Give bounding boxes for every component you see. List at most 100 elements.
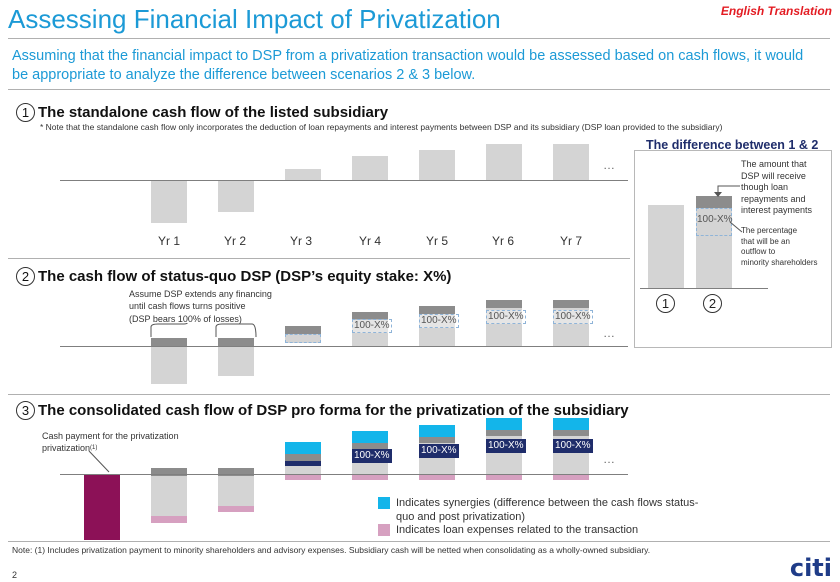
s2-bar1-body — [151, 346, 187, 384]
s1-bar-yr5 — [419, 150, 455, 180]
title-rule — [8, 38, 830, 39]
diff-pct-line: that will be an — [741, 236, 790, 246]
section3-heading: 3 The consolidated cash flow of DSP pro … — [16, 401, 629, 420]
section1-rule — [8, 258, 630, 259]
year-label: Yr 5 — [426, 234, 449, 248]
s3-bar6-minority-label: 100-X% — [419, 444, 459, 458]
diff-pct-pointer-icon — [729, 221, 743, 233]
diff-amount-line: interest payments — [741, 205, 813, 215]
diff-bar-2-loan-segment — [696, 196, 732, 208]
section3-title: The consolidated cash flow of DSP pro fo… — [38, 402, 629, 419]
intro-text: Assuming that the financial impact to DS… — [12, 48, 804, 83]
section3-dots: … — [603, 452, 616, 466]
s3-bar4-loan-expense — [285, 474, 321, 480]
s3-bar4-synergy — [285, 442, 321, 454]
callout-line: until cash flows turns positive — [129, 301, 246, 311]
section2-heading: 2 The cash flow of status-quo DSP (DSP’s… — [16, 267, 451, 286]
legend-loan-swatch — [378, 524, 390, 536]
footer-rule — [8, 541, 830, 542]
section1-number: 1 — [16, 103, 35, 122]
footnote: Note: (1) Includes privatization payment… — [12, 545, 651, 555]
s3-bar3-body — [218, 476, 254, 506]
page-number: 2 — [12, 570, 18, 580]
diff-amount-line: though loan — [741, 182, 789, 192]
s3-bar7-loan-expense — [486, 474, 522, 480]
s2-bar3-loan — [285, 326, 321, 334]
legend-loan: Indicates loan expenses related to the t… — [396, 524, 639, 536]
payment-pointer-icon — [88, 450, 110, 473]
s2-bar4-loan — [352, 312, 388, 320]
diff-pct-line: The percentage — [741, 226, 798, 235]
s3-bar2-loan-expense — [151, 516, 187, 523]
diff-minority-label: 100-X% — [697, 214, 733, 225]
difference-title: The difference between 1 & 2 — [646, 138, 819, 152]
payment-label: Cash payment for the privatization — [42, 431, 179, 441]
s3-bar2-loan — [151, 468, 187, 476]
page-title: Assessing Financial Impact of Privatizat… — [8, 4, 501, 34]
diff-pct-callout: The percentage that will be an outflow t… — [741, 226, 817, 268]
year-label: Yr 6 — [492, 234, 515, 248]
s3-bar8-loan — [553, 430, 589, 436]
diff-amount-line: The amount that — [741, 159, 807, 169]
section2-title: The cash flow of status-quo DSP (DSP’s e… — [38, 268, 452, 285]
s3-bar8-minority-label: 100-X% — [553, 439, 593, 453]
s2-bar4-body — [352, 320, 388, 346]
s2-bar6-body — [486, 308, 522, 346]
s2-bar7-loan — [553, 300, 589, 308]
s3-bar7-minority-label: 100-X% — [486, 439, 526, 453]
diff-amount-line: repayments and — [741, 193, 806, 204]
s2-bar1-loan — [151, 338, 187, 346]
s2-bar6-loan — [486, 300, 522, 308]
callout-line: Assume DSP extends any financing — [129, 289, 272, 299]
s1-bar-yr6 — [486, 144, 522, 180]
year-label: Yr 3 — [290, 234, 313, 248]
year-label: Yr 2 — [224, 234, 247, 248]
s3-bar4-body — [285, 466, 321, 474]
s3-bar6-synergy — [419, 425, 455, 437]
s3-bar3-loan-expense — [218, 506, 254, 512]
diff-pct-line: minority shareholders — [741, 257, 818, 267]
s1-bar-yr4 — [352, 156, 388, 180]
section3-number: 3 — [16, 401, 35, 420]
s1-bar-yr3 — [285, 169, 321, 180]
payment-label-2: privatization — [42, 443, 91, 453]
diff-bar-2 — [696, 236, 732, 288]
s3-bar5-loan-expense — [352, 474, 388, 480]
callout-line: (DSP bears 100% of losses) — [129, 314, 242, 324]
s3-bar2-body — [151, 476, 187, 516]
s3-bar6-loan — [419, 437, 455, 443]
year-label: Yr 4 — [359, 234, 382, 248]
diff-bar-1 — [648, 205, 684, 288]
s2-bar3-minority — [285, 334, 321, 343]
s2-bar2-body — [218, 346, 254, 376]
diff-pct-line: outflow to — [741, 247, 776, 256]
year-label: Yr 1 — [158, 234, 181, 248]
s1-bar-yr1 — [151, 181, 187, 223]
s3-bar3-loan — [218, 468, 254, 476]
s3-bar6-loan-expense — [419, 474, 455, 480]
s2-bar4-minority-label: 100-X% — [352, 319, 392, 333]
s2-bar2-loan — [218, 338, 254, 346]
s3-bar1-payment — [84, 474, 120, 540]
legend-synergies-line: Indicates synergies (difference between … — [396, 497, 699, 509]
s3-bar4-loan — [285, 454, 321, 461]
s2-bar7-minority-label: 100-X% — [553, 310, 593, 324]
intro-rule — [8, 89, 830, 90]
section2-number: 2 — [16, 267, 35, 286]
translation-tag: English Translation — [720, 4, 832, 18]
s3-bar7-synergy — [486, 418, 522, 430]
section1-axis — [60, 180, 628, 181]
s2-bar5-body — [419, 314, 455, 346]
s3-bar5-minority-label: 100-X% — [352, 449, 392, 463]
citi-logo: citi — [789, 554, 832, 582]
section1-title: The standalone cash flow of the listed s… — [38, 104, 389, 121]
s3-bar4-minority — [285, 461, 321, 466]
diff-scenario-2: 2 — [703, 294, 722, 313]
section2-rule — [8, 394, 830, 395]
diff-bar-2-minority-segment — [696, 208, 732, 236]
payment-footnote-ref: (1) — [90, 445, 98, 451]
legend-synergies-line: quo and post privatization) — [396, 511, 526, 523]
s2-bar3-body — [285, 334, 321, 343]
section1-dots: … — [603, 158, 616, 172]
s1-bar-yr7 — [553, 144, 589, 180]
